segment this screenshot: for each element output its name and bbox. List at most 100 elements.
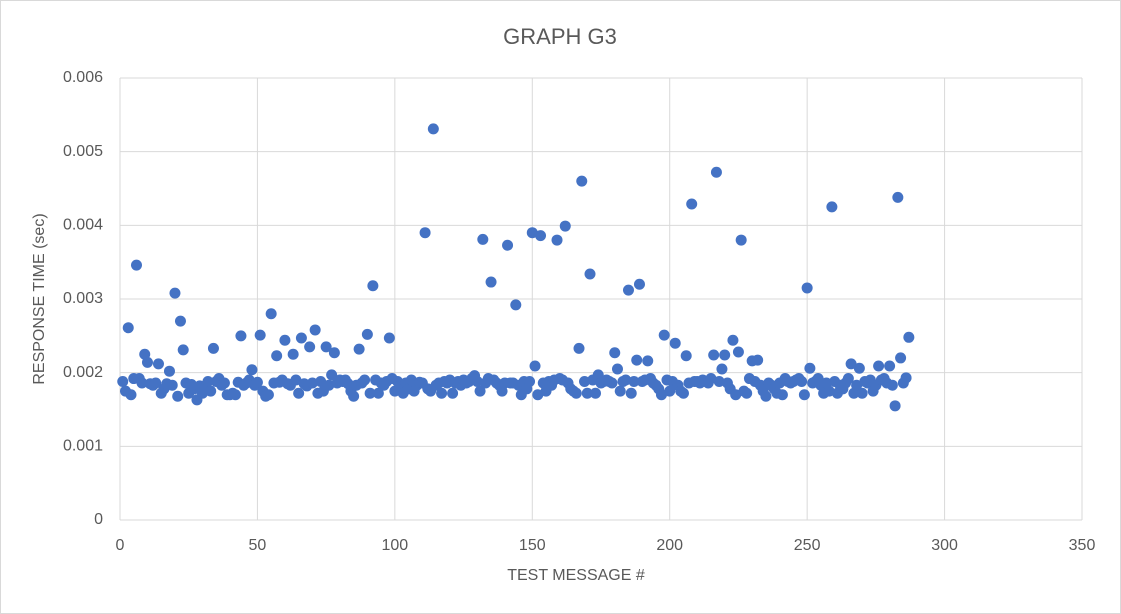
point [895, 352, 907, 364]
point [309, 324, 321, 336]
point [328, 347, 340, 359]
point [730, 389, 742, 401]
point [436, 387, 448, 399]
point [174, 315, 186, 327]
point [447, 387, 459, 399]
y-tick-label: 0.001 [63, 438, 103, 455]
point [326, 369, 338, 381]
point [163, 365, 175, 377]
point [677, 387, 689, 399]
point [804, 362, 816, 374]
point [716, 363, 728, 375]
point [532, 389, 544, 401]
point [529, 360, 541, 372]
point [710, 166, 722, 178]
point [315, 376, 327, 388]
point [576, 175, 588, 187]
point [353, 343, 365, 355]
point [279, 334, 291, 346]
point [172, 390, 184, 402]
point [798, 389, 810, 401]
point [873, 360, 885, 372]
y-tick-label: 0 [94, 511, 103, 528]
point [295, 332, 307, 344]
point [853, 362, 865, 374]
point [826, 201, 838, 213]
x-tick-label: 200 [656, 537, 683, 554]
point [150, 377, 162, 389]
point [361, 328, 373, 340]
point [581, 387, 593, 399]
point [633, 278, 645, 290]
point [886, 379, 898, 391]
point [559, 220, 571, 232]
point [796, 376, 808, 388]
x-tick-label: 300 [931, 537, 958, 554]
x-tick-label: 350 [1069, 537, 1096, 554]
point [625, 387, 637, 399]
point [776, 389, 788, 401]
point [752, 354, 764, 366]
point [669, 337, 681, 349]
point [202, 376, 214, 388]
point [364, 387, 376, 399]
point [551, 234, 563, 246]
y-axis-label: RESPONSE TIME (sec) [31, 213, 48, 384]
point [584, 268, 596, 280]
y-tick-label: 0.005 [63, 143, 103, 160]
point [359, 374, 371, 386]
point [485, 276, 497, 288]
point [218, 377, 230, 389]
point [741, 387, 753, 399]
point [136, 377, 148, 389]
point [166, 379, 178, 391]
point [152, 358, 164, 370]
point [620, 374, 632, 386]
point [304, 341, 316, 353]
x-tick-label: 150 [519, 537, 546, 554]
point [642, 355, 654, 367]
x-axis-label: TEST MESSAGE # [507, 567, 645, 584]
point [628, 376, 640, 388]
y-tick-label: 0.006 [63, 69, 103, 86]
point [732, 346, 744, 358]
point [735, 234, 747, 246]
point [590, 387, 602, 399]
point [535, 230, 547, 242]
point [471, 376, 483, 388]
point [372, 387, 384, 399]
point [474, 385, 486, 397]
y-tick-label: 0.002 [63, 364, 103, 381]
point [130, 259, 142, 271]
point [570, 387, 582, 399]
point [290, 374, 302, 386]
point [686, 198, 698, 210]
x-tick-label: 50 [249, 537, 267, 554]
point [510, 299, 522, 311]
y-tick-label: 0.004 [63, 217, 103, 234]
point [708, 349, 720, 361]
point [477, 233, 489, 245]
point [658, 329, 670, 341]
point [177, 344, 189, 356]
point [719, 349, 731, 361]
point [609, 347, 621, 359]
point [419, 227, 431, 239]
point [606, 377, 618, 389]
point [122, 322, 134, 334]
point [287, 348, 299, 360]
point [680, 350, 692, 362]
point [889, 400, 901, 412]
point [323, 379, 335, 391]
point [246, 364, 258, 376]
point [229, 389, 241, 401]
point [251, 376, 263, 388]
point [842, 373, 854, 385]
point [614, 385, 626, 397]
point [900, 372, 912, 384]
point [856, 387, 868, 399]
point [427, 123, 439, 135]
x-tick-label: 0 [116, 537, 125, 554]
